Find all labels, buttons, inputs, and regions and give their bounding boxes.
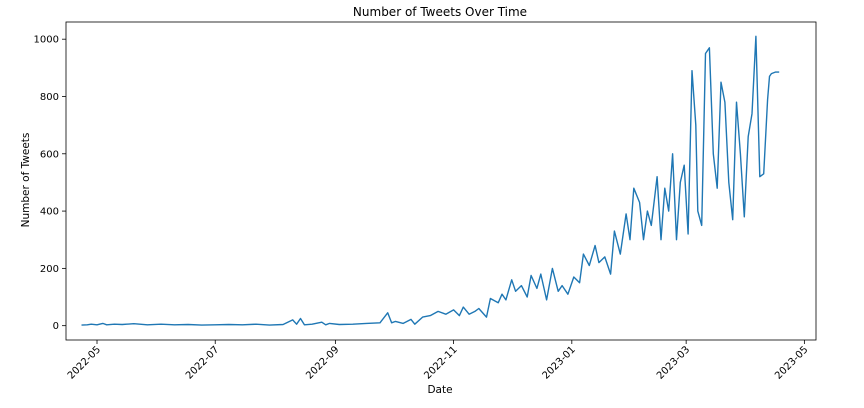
x-axis-label: Date: [427, 384, 452, 396]
plot-area: 0 200 400 600 800 1000 2022-05 2022-07 2022-09 20…: [34, 21, 817, 382]
y-tick-label: 400: [40, 207, 59, 218]
x-tick-label: 2023-01: [541, 344, 578, 381]
chart-title: Number of Tweets Over Time: [353, 5, 527, 19]
y-tick-label: 600: [40, 149, 59, 160]
x-tick-label: 2023-05: [773, 344, 810, 381]
y-tick-label: 200: [40, 264, 59, 275]
y-tick-label: 800: [40, 92, 59, 103]
x-tick-label: 2023-03: [655, 344, 692, 381]
x-tick-label: 2022-09: [304, 344, 341, 381]
x-tick-label: 2022-11: [422, 344, 459, 381]
plot-frame: [65, 21, 817, 341]
y-tick-label: 1000: [34, 35, 59, 46]
tweet-count-line: [81, 35, 780, 326]
x-tick-label: 2022-07: [184, 344, 221, 381]
x-tick-label: 2022-05: [66, 344, 103, 381]
y-tick-label: 0: [53, 321, 59, 332]
y-axis-label: Number of Tweets: [20, 133, 32, 228]
